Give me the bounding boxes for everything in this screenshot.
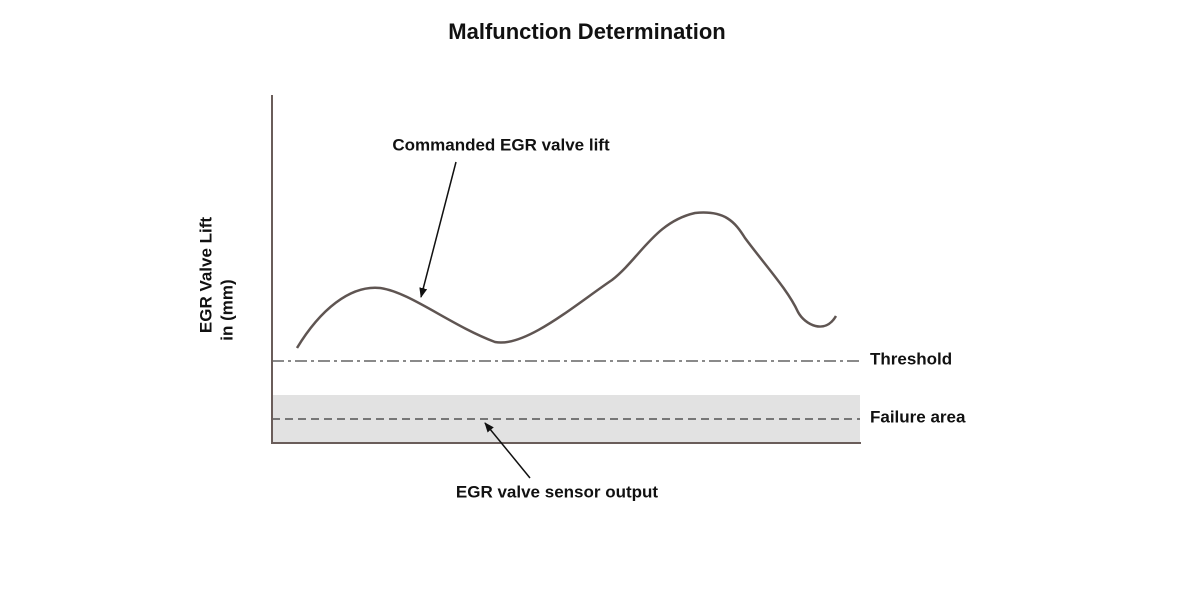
y-axis-label: EGR Valve Lift: [196, 217, 215, 334]
annotation: Commanded EGR valve lift: [392, 135, 610, 154]
y-axis-label: in (mm): [217, 279, 236, 340]
annotation: EGR valve sensor output: [456, 482, 658, 501]
line-label: Threshold: [870, 349, 952, 368]
commanded-curve: [295, 211, 838, 349]
arrow: [419, 161, 457, 298]
arrow: [484, 422, 531, 479]
line-label: Failure area: [870, 407, 966, 426]
title: Malfunction Determination: [448, 19, 725, 44]
